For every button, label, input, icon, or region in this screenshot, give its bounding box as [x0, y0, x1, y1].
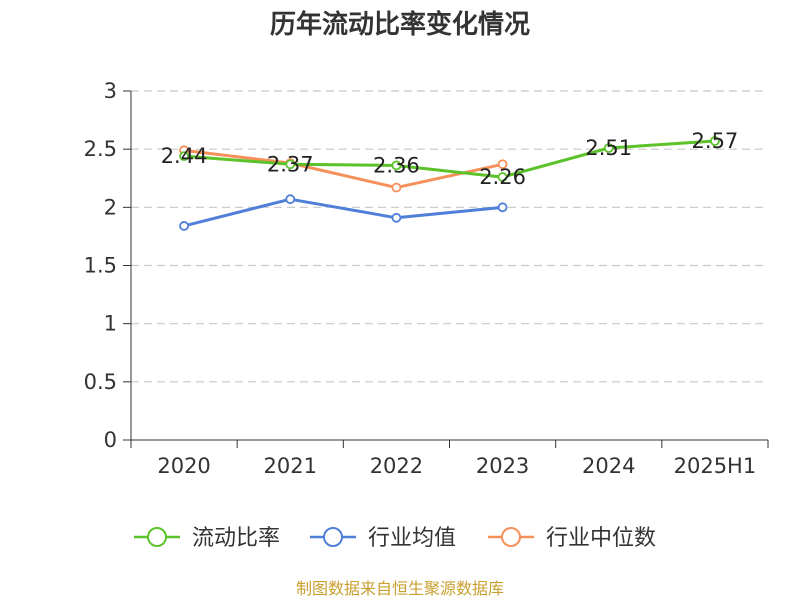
data-label: 2.37: [267, 152, 314, 176]
legend-marker: [147, 527, 167, 547]
series-point: [285, 194, 296, 205]
series-point: [391, 212, 402, 223]
legend-marker: [323, 527, 343, 547]
series-point: [603, 143, 614, 153]
legend-label: 行业中位数: [546, 526, 656, 551]
series-point: [179, 221, 189, 231]
y-tick-label: 2.5: [84, 137, 117, 161]
series-point: [710, 136, 720, 146]
x-tick-label: 2020: [157, 454, 210, 478]
series-line: [183, 139, 716, 179]
series-layer: [179, 136, 720, 231]
y-tick-label: 0: [104, 428, 117, 452]
series-line: [183, 197, 503, 228]
series-point: [497, 202, 508, 213]
series-line: [183, 148, 503, 190]
y-tick-label: 2: [104, 195, 117, 219]
legend: 流动比率 行业均值 行业中位数: [134, 526, 656, 551]
y-tick-label: 1.5: [84, 254, 117, 278]
series-point: [497, 172, 508, 182]
series-point: [285, 159, 296, 170]
data-label: 2.26: [479, 165, 526, 189]
legend-marker: [501, 527, 521, 547]
legend-label: 流动比率: [192, 526, 280, 551]
x-tick-label: 2023: [476, 454, 529, 478]
y-tick-label: 1: [104, 312, 117, 336]
series-point: [391, 160, 402, 171]
x-tick-label: 2024: [582, 454, 635, 478]
y-tick-label: 3: [104, 79, 117, 103]
x-tick-label: 2021: [264, 454, 317, 478]
y-tick-label: 0.5: [84, 370, 117, 394]
source-note: 制图数据来自恒生聚源数据库: [296, 579, 504, 598]
data-label: 2.44: [161, 144, 208, 168]
chart-title: 历年流动比率变化情况: [270, 9, 530, 40]
data-labels: 2.44 2.37 2.36 2.26 2.51 2.57: [161, 129, 739, 189]
axes: 0 0.5 1 1.5 2 2.5 3 2020 2021 2022 2023 2024 2025H1: [84, 79, 769, 478]
data-label: 2.36: [373, 153, 420, 177]
x-tick-label: 2022: [370, 454, 423, 478]
legend-label: 行业均值: [368, 526, 456, 551]
x-tick-label: 2025H1: [674, 454, 757, 478]
series-point: [179, 151, 189, 162]
series-point: [391, 182, 402, 193]
grid-lines: [131, 90, 768, 383]
data-label: 2.57: [692, 129, 739, 153]
series-point: [497, 159, 508, 170]
data-label: 2.51: [585, 136, 632, 160]
